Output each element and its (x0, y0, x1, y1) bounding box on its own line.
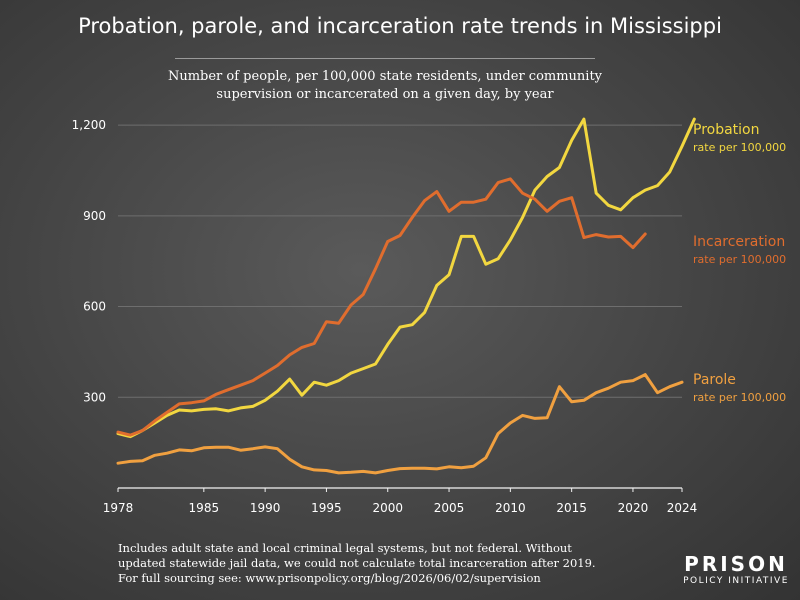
series-line-parole (116, 373, 684, 475)
subtitle-line-2: supervision or incarcerated on a given d… (216, 87, 554, 102)
y-tick-label: 900 (83, 209, 106, 223)
series-sublabel-probation: rate per 100,000 (693, 141, 786, 154)
series-line-incarceration (116, 177, 647, 437)
footnote-line-3: For full sourcing see: www.prisonpolicy.… (118, 571, 541, 585)
x-tick-label: 2010 (495, 501, 526, 515)
x-tick-label: 2015 (556, 501, 587, 515)
series-line-probation (116, 117, 696, 439)
x-tick-label: 1985 (189, 501, 220, 515)
series-label-parole: Parole (693, 372, 736, 388)
x-tick-label: 2024 (667, 501, 698, 515)
chart-subtitle: Number of people, per 100,000 state resi… (150, 68, 620, 104)
series-labels: Probation rate per 100,000 Incarceration ra… (693, 122, 786, 404)
chart-title: Probation, parole, and incarceration rat… (78, 14, 722, 38)
series-sublabel-parole: rate per 100,000 (693, 391, 786, 404)
subtitle-divider (175, 58, 595, 59)
axes: 300 600 900 1,200 1978 1985 1990 1995 2000 2005 20… (72, 118, 698, 515)
x-tick-label: 1990 (250, 501, 281, 515)
subtitle-line-1: Number of people, per 100,000 state resi… (167, 69, 603, 84)
series-label-incarceration: Incarceration (693, 234, 785, 250)
x-tick-label: 2005 (434, 501, 465, 515)
series-lines (116, 117, 696, 475)
y-tick-label: 1,200 (72, 118, 106, 132)
x-tick-label: 2020 (618, 501, 649, 515)
series-label-probation: Probation (693, 122, 760, 138)
logo-main-text: PRISON (684, 552, 788, 576)
y-tick-label: 600 (83, 300, 106, 314)
series-sublabel-incarceration: rate per 100,000 (693, 253, 786, 266)
x-tick-label: 2000 (372, 501, 403, 515)
x-tick-label: 1978 (103, 501, 134, 515)
footnote-line-2: updated statewide jail data, we could no… (118, 556, 596, 570)
grid-lines (118, 124, 682, 398)
footnote: Includes adult state and local criminal … (118, 541, 638, 586)
footnote-line-1: Includes adult state and local criminal … (118, 541, 572, 555)
logo-sub-text: POLICY INITIATIVE (683, 576, 789, 586)
y-tick-label: 300 (83, 390, 106, 404)
x-tick-label: 1995 (311, 501, 342, 515)
prison-policy-logo: PRISON POLICY INITIATIVE (680, 553, 792, 587)
